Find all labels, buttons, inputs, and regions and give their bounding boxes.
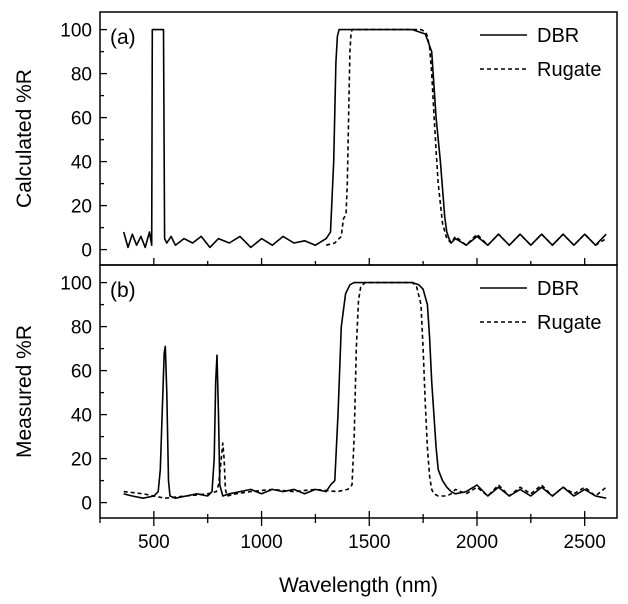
panel-label-a: (a): [110, 26, 136, 49]
legend-label-dbr-a: DBR: [537, 25, 579, 47]
y-tick-label-b: 20: [71, 450, 92, 471]
x-tick-label: 1000: [240, 532, 282, 553]
y-tick-label-a: 0: [81, 241, 92, 262]
legend-label-dbr-b: DBR: [537, 278, 579, 300]
y-tick-label-b: 40: [71, 406, 92, 427]
y-tick-label-a: 100: [60, 21, 92, 42]
y-tick-label-a: 40: [71, 153, 92, 174]
x-tick-label: 1500: [348, 532, 390, 553]
y-tick-label-b: 80: [71, 318, 92, 339]
plot-frame-b: [99, 264, 618, 519]
x-tick-label: 2500: [564, 532, 606, 553]
shared-x-axis: 500 1000 1500 2000 2500 Wavelength (nm): [99, 518, 606, 597]
panel-a: 0 20 40 60 80 100 Calculated %R (a) DBR Rugate: [13, 11, 618, 266]
plot-frame-a: [99, 11, 618, 266]
series-line-rugate-a: [326, 28, 607, 246]
x-tick-label: 500: [138, 532, 170, 553]
y-axis-title-a: Calculated %R: [13, 69, 36, 208]
legend-label-rugate-a: Rugate: [537, 59, 602, 81]
series-line-dbr-b: [123, 281, 607, 499]
legend-label-rugate-b: Rugate: [537, 312, 602, 334]
y-axis-title-b: Measured %R: [13, 325, 36, 458]
x-axis-title: Wavelength (nm): [279, 574, 438, 597]
y-tick-label-a: 60: [71, 109, 92, 130]
panel-b: 0 20 40 60 80 100 Measured %R (b) DBR Rugate: [13, 264, 618, 519]
series-line-rugate-b: [123, 281, 607, 499]
panel-label-b: (b): [110, 279, 136, 302]
y-tick-label-a: 80: [71, 65, 92, 86]
y-tick-label-b: 100: [60, 274, 92, 295]
series-line-dbr-a: [122, 28, 607, 249]
y-tick-label-a: 20: [71, 197, 92, 218]
x-tick-label: 2000: [456, 532, 498, 553]
y-tick-label-b: 0: [81, 494, 92, 515]
y-tick-label-b: 60: [71, 362, 92, 383]
